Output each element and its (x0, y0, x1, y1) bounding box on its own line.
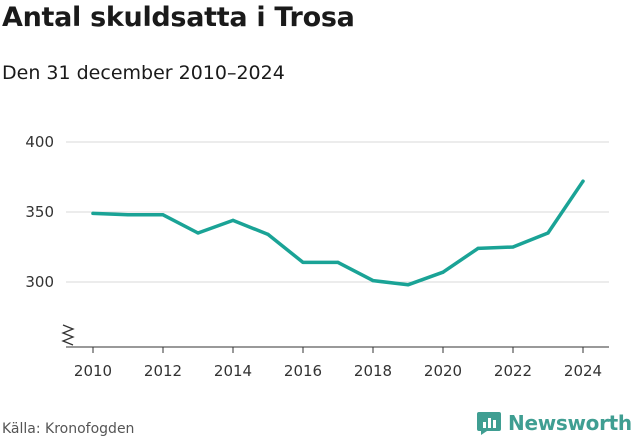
axis-break-icon (61, 324, 75, 346)
data-point-2023 (546, 231, 550, 235)
data-point-2012 (161, 213, 165, 217)
x-axis-labels: 2010 2012 2014 2016 2018 2020 2022 2024 (74, 362, 602, 380)
x-tick-label-2012: 2012 (144, 362, 182, 380)
data-point-2015 (266, 232, 270, 236)
data-point-2016 (301, 260, 305, 264)
x-tick-label-2010: 2010 (74, 362, 112, 380)
newsworthy-logo-icon (477, 412, 501, 435)
y-tick-label-300: 300 (25, 273, 54, 291)
x-axis (61, 324, 609, 353)
data-point-2013 (196, 231, 200, 235)
data-point-2018 (371, 279, 375, 283)
x-tick-label-2014: 2014 (214, 362, 252, 380)
x-tick-label-2018: 2018 (354, 362, 392, 380)
x-tick-label-2024: 2024 (564, 362, 602, 380)
y-tick-label-350: 350 (25, 203, 54, 221)
brand-name: Newsworthy (508, 411, 631, 435)
source-note: Källa: Kronofogden (2, 421, 135, 437)
data-point-2019 (406, 283, 410, 287)
data-point-2020 (441, 270, 445, 274)
chart-subtitle: Den 31 december 2010–2024 (2, 62, 285, 84)
series-line-0 (91, 179, 585, 287)
chart-title: Antal skuldsatta i Trosa (2, 2, 355, 33)
data-point-2010 (91, 211, 95, 215)
data-point-2022 (511, 245, 515, 249)
data-point-2014 (231, 218, 235, 222)
y-tick-label-400: 400 (25, 133, 54, 151)
data-point-2011 (126, 213, 130, 217)
y-axis-labels: 300 350 400 (25, 133, 54, 291)
x-tick-label-2022: 2022 (494, 362, 532, 380)
data-point-2024 (581, 179, 585, 183)
x-tick-label-2016: 2016 (284, 362, 322, 380)
data-point-2021 (476, 246, 480, 250)
data-point-2017 (336, 260, 340, 264)
gridlines (66, 141, 609, 283)
series-group (91, 179, 585, 287)
brand-logo: Newsworthy (476, 410, 631, 436)
x-tick-label-2020: 2020 (424, 362, 462, 380)
